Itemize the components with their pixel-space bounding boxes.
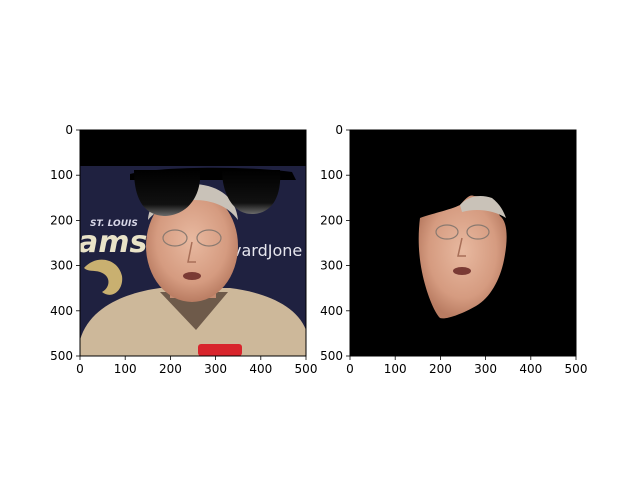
y-tick-label: 300 <box>50 259 73 273</box>
y-tick-label: 400 <box>320 304 343 318</box>
x-tick-label: 200 <box>429 362 452 376</box>
segmented-nose <box>457 237 466 257</box>
y-tick-label: 300 <box>320 259 343 273</box>
segmented-eyeglass-right <box>466 224 490 240</box>
shirt-collar <box>160 292 228 330</box>
segmented-mouth <box>453 267 471 275</box>
axes-frame-left <box>79 129 307 357</box>
axes-frame-right <box>349 129 577 357</box>
y-tick-label: 200 <box>50 213 73 227</box>
x-tick-label: 400 <box>249 362 272 376</box>
x-tick-label: 100 <box>114 362 137 376</box>
y-tick-label: 400 <box>50 304 73 318</box>
top-white-band <box>80 130 306 166</box>
y-tick-label: 0 <box>335 123 343 137</box>
name-badge <box>198 344 242 356</box>
sunglasses-bridge <box>200 174 222 180</box>
nose <box>187 241 196 263</box>
image-panel-right <box>350 130 576 356</box>
sunglasses-lens-right <box>222 170 281 214</box>
y-tick-label: 200 <box>320 213 343 227</box>
banner-text-rams: ams <box>78 225 147 260</box>
eyeglass-right <box>196 229 222 247</box>
x-tick-label: 500 <box>565 362 588 376</box>
eyeglass-left <box>162 229 188 247</box>
image-panel-left: ST. LOUIS ams vardJone <box>78 130 306 356</box>
y-tick-label: 100 <box>320 168 343 182</box>
x-tick-label: 300 <box>474 362 497 376</box>
sunglasses-overlay <box>130 167 296 216</box>
y-tick-label: 500 <box>50 349 73 363</box>
y-tick-label: 100 <box>50 168 73 182</box>
x-tick-label: 200 <box>159 362 182 376</box>
x-tick-label: 0 <box>346 362 354 376</box>
face <box>146 190 238 302</box>
segmented-hair <box>460 196 506 218</box>
y-tick-label: 0 <box>65 123 73 137</box>
x-tick-label: 300 <box>204 362 227 376</box>
x-tick-label: 100 <box>384 362 407 376</box>
banner-text-stlouis: ST. LOUIS <box>90 219 138 229</box>
sunglasses-lens-left <box>134 170 201 216</box>
rams-horn-logo <box>84 259 123 295</box>
banner-text-edward-jones: vardJone <box>232 241 302 260</box>
segmented-eyeglass-left <box>435 224 459 240</box>
y-tick-label: 500 <box>320 349 343 363</box>
x-tick-label: 0 <box>76 362 84 376</box>
x-tick-label: 500 <box>295 362 318 376</box>
mouth <box>183 272 201 280</box>
x-tick-label: 400 <box>519 362 542 376</box>
